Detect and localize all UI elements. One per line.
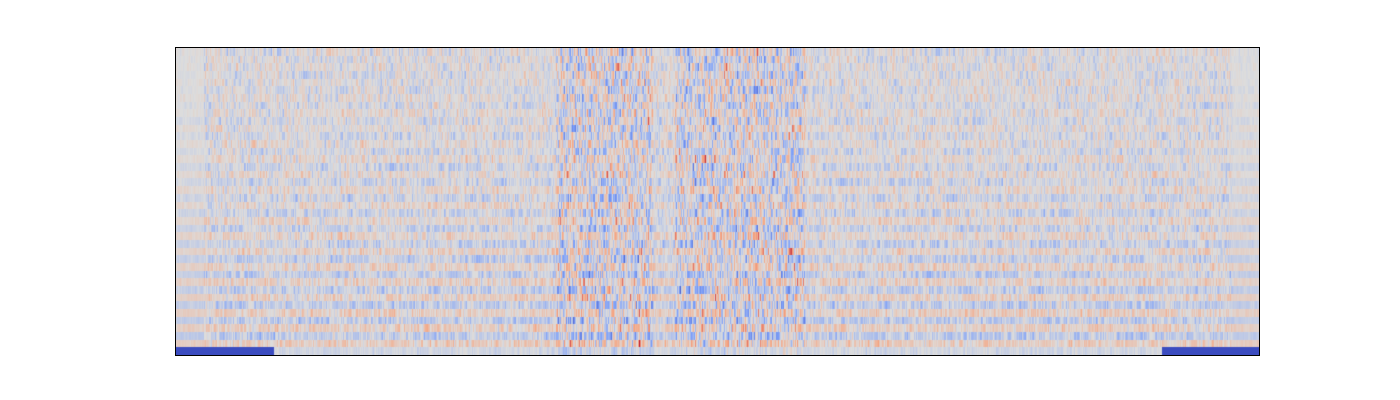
heatmap-image: [176, 48, 1259, 355]
